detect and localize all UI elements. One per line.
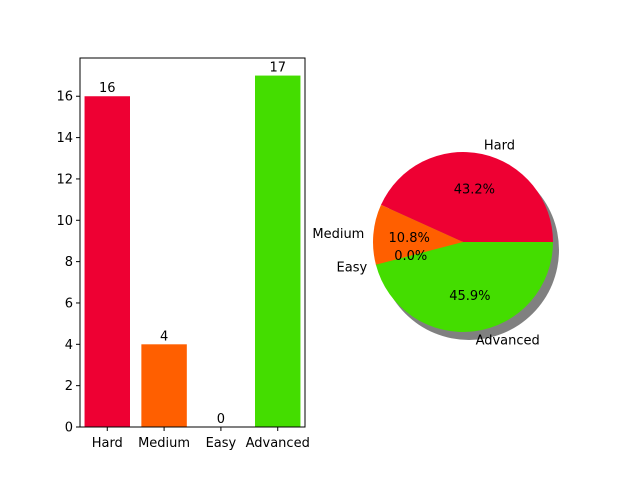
y-tick-label: 14 [56, 131, 73, 146]
pie-percent-label: 10.8% [389, 231, 430, 246]
y-tick-label: 10 [56, 214, 73, 229]
pie-label-advanced: Advanced [476, 334, 540, 349]
pie-label-medium: Medium [312, 227, 364, 242]
pie-chart: Hard 43.2% Medium 10.8% Easy 0.0% Advanced 45.9… [312, 139, 559, 349]
pie-percent-label: 43.2% [454, 183, 495, 198]
x-tick-label: Hard [92, 436, 123, 451]
x-tick-label: Advanced [246, 436, 310, 451]
bar-value-label: 0 [217, 412, 225, 427]
pie-wedge-medium [373, 204, 463, 265]
bar-medium [141, 344, 187, 427]
bar-x-axis: Hard Medium Easy Advanced [92, 427, 310, 451]
pie-wedge-advanced [375, 242, 553, 333]
y-tick-label: 0 [65, 421, 73, 436]
pie-wedge-hard [380, 152, 553, 242]
bar-value-label: 17 [269, 61, 286, 76]
y-tick-label: 4 [65, 338, 73, 353]
bar-value-label: 16 [99, 81, 116, 96]
bar-y-axis: 0 2 4 6 8 10 12 14 16 [56, 90, 80, 436]
bar-axes-frame [79, 57, 306, 428]
bar-hard [84, 96, 130, 427]
pie-percent-label: 0.0% [394, 249, 427, 264]
bar-advanced [255, 75, 301, 428]
pie-labels: Hard 43.2% Medium 10.8% Easy 0.0% Advanced 45.9… [312, 139, 539, 349]
x-tick-label: Easy [206, 436, 237, 451]
y-tick-label: 8 [65, 255, 73, 270]
x-tick-label: Medium [138, 436, 190, 451]
bar-chart: 0 2 4 6 8 10 12 14 16 16 4 0 17 Hard Medium Easy Advan… [56, 57, 310, 451]
y-tick-label: 2 [65, 379, 73, 394]
pie-percent-label: 45.9% [449, 289, 490, 304]
pie-label-easy: Easy [337, 260, 368, 275]
pie-label-hard: Hard [484, 139, 515, 154]
pie-wedges [373, 152, 553, 333]
bar-value-label: 4 [160, 329, 168, 344]
y-tick-label: 12 [56, 172, 73, 187]
y-tick-label: 16 [56, 90, 73, 105]
y-tick-label: 6 [65, 296, 73, 311]
bar-series: 16 4 0 17 [84, 61, 301, 428]
